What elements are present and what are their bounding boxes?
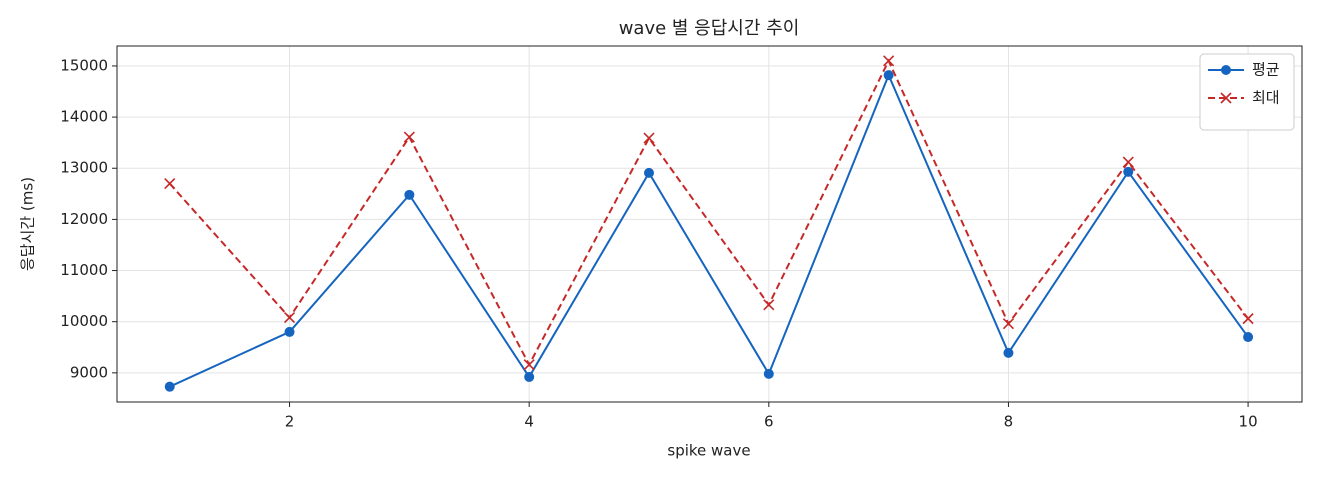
marker — [883, 70, 894, 81]
legend-label: 최대 — [1252, 89, 1280, 107]
marker — [164, 381, 175, 392]
marker — [643, 167, 654, 178]
marker — [763, 368, 774, 379]
marker — [524, 371, 535, 382]
y-tick-label: 10000 — [60, 312, 108, 330]
marker — [1123, 166, 1134, 177]
marker — [1242, 313, 1254, 325]
y-tick-label: 14000 — [60, 108, 108, 126]
y-tick-label: 11000 — [60, 261, 108, 279]
y-axis-label: 응답시간 (ms) — [19, 177, 37, 271]
marker — [523, 359, 535, 371]
plot-frame — [116, 45, 1303, 403]
legend-box — [1199, 53, 1295, 131]
marker — [1002, 318, 1015, 330]
marker — [164, 178, 176, 190]
y-tick-label: 13000 — [60, 159, 108, 177]
marker — [763, 299, 775, 311]
marker — [643, 132, 655, 144]
series-line — [169, 72, 1249, 388]
y-tick-label: 12000 — [60, 210, 108, 228]
marker — [404, 189, 415, 200]
x-axis-label: spike wave — [667, 442, 750, 460]
chart-title: wave 별 응답시간 추이 — [619, 18, 800, 39]
marker — [284, 326, 295, 337]
legend-marker — [1220, 92, 1232, 104]
marker — [283, 312, 296, 324]
y-tick-label: 9000 — [70, 363, 108, 381]
marker — [883, 55, 895, 67]
x-tick-label: 6 — [764, 413, 774, 431]
marker — [1003, 347, 1014, 358]
legend-label: 평균 — [1252, 61, 1280, 79]
x-tick-label: 4 — [524, 413, 534, 431]
marker — [1122, 156, 1134, 168]
x-tick-label: 10 — [1239, 413, 1258, 431]
x-tick-label: 2 — [285, 413, 295, 431]
x-tick-label: 8 — [1004, 413, 1014, 431]
marker — [403, 131, 415, 143]
series-line — [168, 58, 1249, 367]
y-tick-label: 15000 — [60, 56, 108, 74]
legend-marker — [1221, 65, 1231, 75]
marker — [1243, 332, 1254, 343]
